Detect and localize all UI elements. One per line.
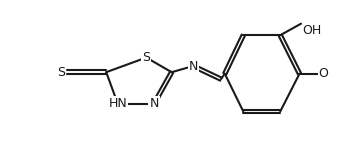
Text: N: N (189, 60, 198, 73)
Text: OH: OH (303, 24, 322, 37)
Text: S: S (57, 66, 65, 79)
Text: N: N (149, 97, 159, 110)
Text: O: O (319, 67, 329, 80)
Text: HN: HN (108, 97, 127, 110)
Text: S: S (142, 51, 150, 64)
